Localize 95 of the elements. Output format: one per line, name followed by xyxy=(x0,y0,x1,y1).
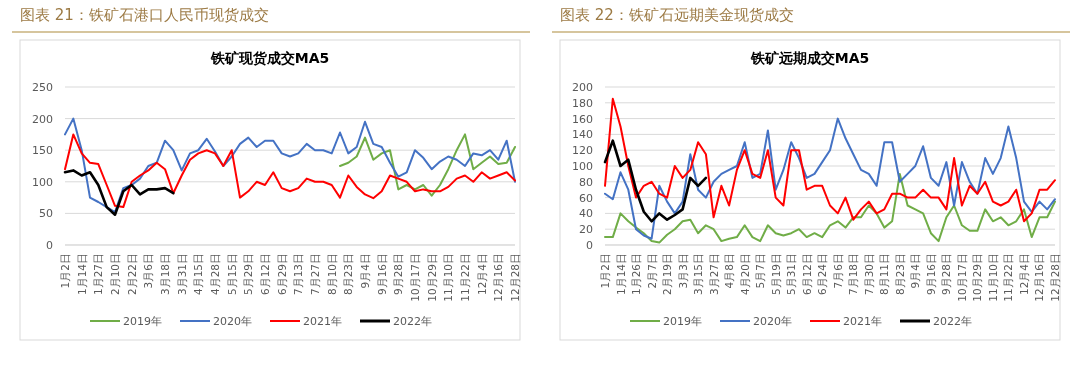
y-tick-label: 20 xyxy=(579,223,593,237)
x-tick-label: 12月4日 xyxy=(475,253,488,296)
y-tick-label: 100 xyxy=(572,160,593,173)
x-tick-label: 9月16日 xyxy=(924,253,937,296)
x-tick-label: 12月16日 xyxy=(492,253,505,302)
x-tick-label: 10月17日 xyxy=(409,253,421,302)
legend-label: 2022年 xyxy=(933,315,972,328)
y-tick-label: 180 xyxy=(572,96,593,110)
x-tick-label: 4月8日 xyxy=(723,253,736,289)
x-tick-label: 8月23日 xyxy=(893,253,906,296)
x-tick-label: 5月15日 xyxy=(225,253,238,296)
legend-label: 2019年 xyxy=(663,315,702,328)
x-tick-label: 7月30日 xyxy=(862,253,875,296)
x-tick-label: 12月28日 xyxy=(509,253,521,302)
line-series xyxy=(64,133,516,209)
y-tick-label: 150 xyxy=(32,144,53,158)
legend-label: 2022年 xyxy=(393,315,432,328)
line-series xyxy=(64,117,516,214)
y-tick-label: 60 xyxy=(579,191,593,205)
y-tick-label: 80 xyxy=(579,175,593,189)
x-tick-label: 3月15日 xyxy=(692,253,705,296)
x-tick-label: 9月28日 xyxy=(940,253,953,296)
legend-label: 2019年 xyxy=(123,315,162,328)
line-series xyxy=(604,117,1056,240)
line-series xyxy=(604,172,1056,244)
legend-label: 2021年 xyxy=(303,315,342,328)
x-tick-label: 3月6日 xyxy=(142,253,155,289)
x-tick-label: 2月19日 xyxy=(661,253,674,296)
legend-label: 2021年 xyxy=(843,315,882,328)
y-tick-label: 0 xyxy=(586,239,593,252)
x-tick-label: 4月28日 xyxy=(209,253,221,296)
y-tick-label: 140 xyxy=(572,128,593,142)
x-tick-label: 1月26日 xyxy=(630,253,643,296)
x-tick-label: 4月15日 xyxy=(192,253,205,296)
x-tick-label: 10月29日 xyxy=(971,253,984,302)
y-tick-label: 200 xyxy=(572,81,593,94)
x-tick-label: 5月29日 xyxy=(242,253,255,296)
legend-label: 2020年 xyxy=(753,315,792,328)
x-tick-label: 10月29日 xyxy=(425,253,438,302)
y-tick-label: 50 xyxy=(39,207,53,221)
x-tick-label: 9月4日 xyxy=(909,253,922,289)
x-tick-label: 11月22日 xyxy=(459,253,471,302)
y-tick-label: 100 xyxy=(32,175,53,189)
x-tick-label: 9月4日 xyxy=(359,253,371,289)
x-tick-label: 4月20日 xyxy=(738,253,751,296)
x-tick-label: 8月10日 xyxy=(325,253,338,296)
y-tick-label: 160 xyxy=(572,112,593,126)
x-tick-label: 11月10日 xyxy=(986,253,999,302)
y-tick-label: 40 xyxy=(579,207,593,221)
chart-subtitle: 铁矿远期成交MA5 xyxy=(749,50,870,66)
x-tick-label: 6月12日 xyxy=(259,253,271,296)
x-tick-label: 7月18日 xyxy=(847,253,860,296)
x-tick-label: 2月10日 xyxy=(109,253,121,296)
x-tick-label: 1月14日 xyxy=(614,253,627,296)
x-tick-label: 1月14日 xyxy=(75,253,88,296)
chart-title: 图表 22：铁矿石远期美金现货成交 xyxy=(560,6,794,24)
x-tick-label: 3月27日 xyxy=(707,253,720,296)
x-tick-label: 5月31日 xyxy=(785,253,798,296)
x-tick-label: 1月2日 xyxy=(59,253,71,289)
x-tick-label: 12月16日 xyxy=(1033,253,1046,302)
y-tick-label: 200 xyxy=(32,112,53,126)
x-tick-label: 7月27日 xyxy=(309,253,321,296)
x-tick-label: 8月23日 xyxy=(342,253,355,296)
x-tick-label: 5月7日 xyxy=(754,253,767,289)
x-tick-label: 2月7日 xyxy=(645,253,658,289)
x-tick-label: 9月16日 xyxy=(375,253,388,296)
line-series xyxy=(604,97,1056,223)
y-tick-label: 250 xyxy=(32,81,53,94)
line-series xyxy=(603,139,708,223)
x-tick-label: 2月22日 xyxy=(125,253,138,296)
x-tick-label: 5月19日 xyxy=(769,253,782,296)
x-tick-label: 10月17日 xyxy=(955,253,968,302)
x-tick-label: 7月6日 xyxy=(831,253,844,289)
y-tick-label: 0 xyxy=(46,239,53,252)
x-tick-label: 6月24日 xyxy=(816,253,829,296)
chart-title: 图表 21：铁矿石港口人民币现货成交 xyxy=(20,6,269,24)
x-tick-label: 3月31日 xyxy=(175,253,188,296)
x-tick-label: 11月10日 xyxy=(442,253,455,302)
x-tick-label: 1月27日 xyxy=(92,253,105,296)
x-tick-label: 3月3日 xyxy=(676,253,689,289)
x-tick-label: 12月4日 xyxy=(1017,253,1030,296)
x-tick-label: 9月28日 xyxy=(392,253,405,296)
y-tick-label: 120 xyxy=(572,144,593,158)
x-tick-label: 1月2日 xyxy=(599,253,611,289)
x-tick-label: 8月11日 xyxy=(878,253,891,296)
line-series xyxy=(339,133,516,197)
x-tick-label: 12月28日 xyxy=(1049,253,1061,302)
x-tick-label: 3月18日 xyxy=(159,253,171,296)
legend-label: 2020年 xyxy=(213,315,252,328)
x-tick-label: 11月22日 xyxy=(1002,253,1015,302)
x-tick-label: 7月13日 xyxy=(292,253,305,296)
x-tick-label: 6月12日 xyxy=(800,253,813,296)
x-tick-label: 6月29日 xyxy=(275,253,288,296)
line-series xyxy=(63,169,175,216)
chart-subtitle: 铁矿现货成交MA5 xyxy=(209,50,330,66)
